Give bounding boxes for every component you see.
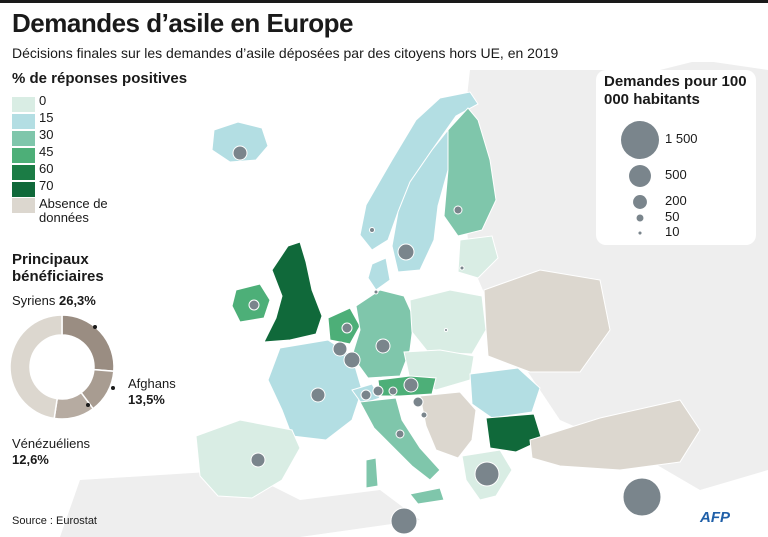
iberia xyxy=(195,419,301,499)
top-rule xyxy=(0,0,768,3)
color-legend-label: 0 xyxy=(39,93,47,108)
color-legend-label: 60 xyxy=(39,161,54,176)
bubble-legend-circle xyxy=(629,165,651,187)
country-bubble xyxy=(444,328,448,332)
bubble-legend-circle xyxy=(621,121,659,159)
label-venezueliens-name: Vénézuéliens xyxy=(12,436,91,451)
bubble-layer xyxy=(232,145,662,535)
country-bubble xyxy=(412,396,424,408)
united-kingdom xyxy=(263,241,323,343)
bubble-legend-label: 200 xyxy=(665,193,687,208)
country-bubble xyxy=(474,461,500,487)
agency-logo: AFP xyxy=(700,509,730,526)
leader-dot xyxy=(93,325,97,329)
country-bubble xyxy=(232,145,248,161)
leader-dot xyxy=(111,386,115,390)
country-bubble xyxy=(622,477,662,517)
color-legend-swatch xyxy=(12,165,35,180)
balkans-west xyxy=(419,391,477,459)
bubble-legend-panel xyxy=(596,70,756,245)
source-note: Source : Eurostat xyxy=(12,515,97,527)
bubble-legend-circle xyxy=(636,214,644,222)
iceland xyxy=(211,121,269,163)
label-venezueliens: Vénézuéliens 12,6% xyxy=(12,436,90,468)
bubble-legend-label: 10 xyxy=(665,224,680,239)
label-syriens-name: Syriens xyxy=(12,293,56,308)
country-bubble xyxy=(248,299,260,311)
label-syriens: Syriens 26,3% xyxy=(12,293,96,309)
color-legend-swatch xyxy=(12,148,35,163)
romania xyxy=(469,367,541,419)
bubble-legend-title: Demandes pour 100 000 habitants xyxy=(604,73,747,108)
country-bubble xyxy=(341,322,353,334)
poland xyxy=(409,289,487,355)
country-bubble xyxy=(388,386,398,396)
italy xyxy=(359,397,445,505)
country-bubble xyxy=(375,338,391,354)
color-legend-label: 15 xyxy=(39,110,54,125)
donut-slice xyxy=(61,314,115,373)
no-data-label: Absence de données xyxy=(39,196,108,225)
country-bubble xyxy=(390,507,418,535)
country-bubble xyxy=(369,227,375,233)
color-legend-label: 45 xyxy=(39,144,54,159)
bubble-legend xyxy=(621,121,659,235)
germany xyxy=(351,289,415,379)
ukraine-belarus xyxy=(483,269,611,373)
country-bubble xyxy=(343,351,361,369)
label-afghans-pct: 13,5% xyxy=(128,392,165,407)
country-bubble xyxy=(397,243,415,261)
donut-slice xyxy=(9,314,63,420)
color-legend-swatch xyxy=(12,131,35,146)
country-bubble xyxy=(453,205,463,215)
beneficiaries-donut xyxy=(9,314,115,420)
no-data-swatch xyxy=(12,198,35,213)
country-bubble xyxy=(459,265,465,271)
label-venezueliens-pct: 12,6% xyxy=(12,452,49,467)
country-bubble xyxy=(403,377,419,393)
bubble-legend-circle xyxy=(638,231,642,235)
bubble-legend-circle xyxy=(633,195,647,209)
turkey xyxy=(529,399,701,471)
label-afghans-name: Afghans xyxy=(128,376,176,391)
finland xyxy=(443,107,497,237)
color-legend-label: 30 xyxy=(39,127,54,142)
color-legend-swatch xyxy=(12,114,35,129)
color-legend-swatch xyxy=(12,182,35,197)
color-legend-title: % de réponses positives xyxy=(12,70,188,87)
label-syriens-pct: 26,3% xyxy=(58,293,96,308)
denmark xyxy=(367,257,391,291)
country-bubble xyxy=(250,452,266,468)
bubble-legend-label: 50 xyxy=(665,209,680,224)
country-bubble xyxy=(372,385,384,397)
country-bubble xyxy=(332,341,348,357)
label-afghans: Afghans 13,5% xyxy=(128,376,176,408)
bubble-legend-label: 1 500 xyxy=(665,131,698,146)
country-bubble xyxy=(373,289,379,295)
country-bubble xyxy=(360,389,372,401)
bubble-legend-label: 500 xyxy=(665,167,687,182)
color-legend-label: 70 xyxy=(39,178,54,193)
chart-title: Demandes d’asile en Europe xyxy=(12,8,354,38)
beneficiaries-title: Principaux bénéficiaires xyxy=(12,251,104,285)
country-bubble xyxy=(395,429,405,439)
baltic-states xyxy=(457,235,499,279)
country-bubble xyxy=(420,411,428,419)
leader-dot xyxy=(86,403,90,407)
color-legend-swatch xyxy=(12,97,35,112)
chart-subtitle: Décisions finales sur les demandes d’asi… xyxy=(12,45,559,61)
country-bubble xyxy=(310,387,326,403)
bulgaria xyxy=(485,413,543,453)
